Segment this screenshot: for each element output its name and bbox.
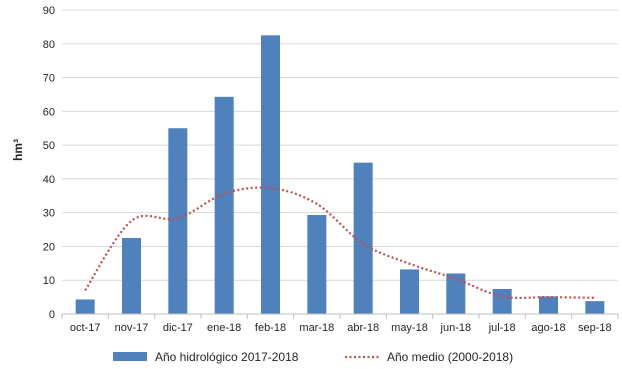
x-tick-label: abr-18 [347,322,379,334]
y-tick-label: 20 [43,241,55,253]
x-tick-label: mar-18 [299,322,334,334]
bar [492,289,512,314]
bar [307,215,327,314]
x-tick-label: oct-17 [70,322,101,334]
x-tick-label: jun-18 [440,322,472,334]
y-tick-label: 0 [49,309,55,321]
legend-swatch-bars [113,352,147,361]
y-tick-label: 30 [43,208,55,220]
bar [539,296,558,314]
y-axis-ticks: 0 10 20 30 40 50 60 70 80 90 [43,5,55,321]
y-axis-label: hm³ [11,139,25,161]
bar [214,96,234,314]
legend-label-bars: Año hidrológico 2017-2018 [155,350,299,364]
legend-label-line: Año medio (2000-2018) [387,350,513,364]
x-tick-label: dic-17 [163,322,193,334]
bar [261,35,280,314]
y-tick-label: 80 [43,39,55,51]
bar [168,128,188,314]
bar-series [75,35,605,314]
x-tick-label: nov-17 [115,322,149,334]
bar [122,238,141,314]
y-tick-label: 40 [43,174,55,186]
y-tick-label: 90 [43,5,55,17]
bar [400,269,419,314]
x-tick-label: jul-18 [488,322,516,334]
x-axis-ticks: oct-17 nov-17 dic-17 ene-18 feb-18 mar-18 abr-… [70,322,612,334]
x-tick-label: ene-18 [207,322,241,334]
bar [585,301,605,314]
bar [353,162,373,314]
y-tick-label: 70 [43,73,55,85]
x-tick-label: ago-18 [531,322,565,334]
x-tick-label: may-18 [391,322,428,334]
x-tick-label: sep-18 [578,322,612,334]
bar [75,299,95,314]
bar [446,273,466,314]
y-tick-label: 50 [43,140,55,152]
y-tick-label: 60 [43,106,55,118]
average-line [84,186,595,300]
gridlines [61,9,619,319]
y-tick-label: 10 [43,275,55,287]
legend: Año hidrológico 2017-2018 Año medio (200… [113,350,513,364]
x-tick-label: feb-18 [255,322,286,334]
